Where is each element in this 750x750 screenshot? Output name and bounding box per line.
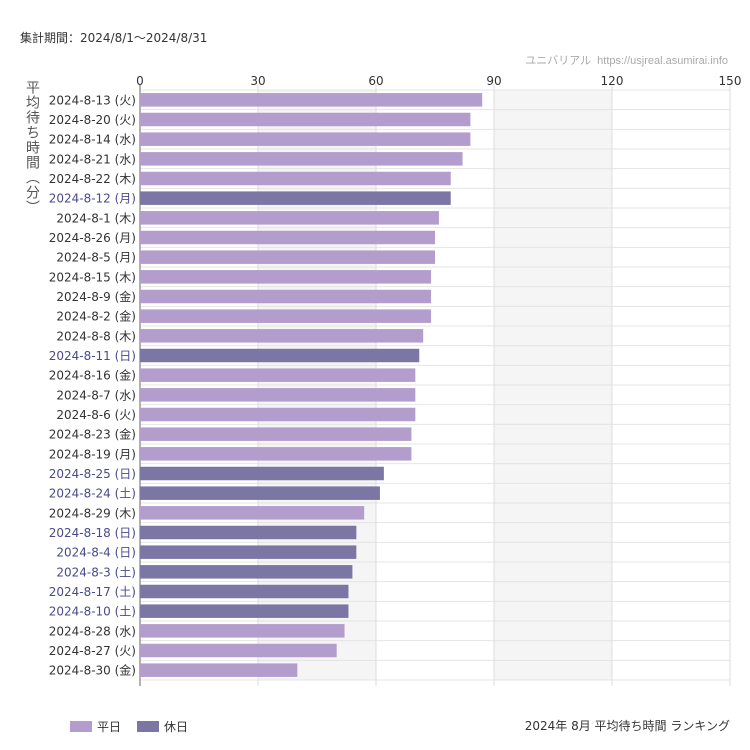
site-credit: ユニバリアル https://usjreal.asumirai.info xyxy=(525,52,728,68)
bar xyxy=(140,368,416,382)
y-tick-label: 2024-8-6 (火) xyxy=(56,408,136,422)
y-tick-label: 2024-8-21 (水) xyxy=(49,152,136,166)
y-tick-label: 2024-8-17 (土) xyxy=(49,585,136,599)
y-tick-label: 2024-8-18 (日) xyxy=(49,526,136,540)
y-tick-label: 2024-8-22 (木) xyxy=(49,172,136,186)
x-tick-label: 0 xyxy=(136,74,144,88)
legend-label-weekday: 平日 xyxy=(97,720,122,734)
bar xyxy=(140,132,471,146)
legend-label-holiday: 休日 xyxy=(164,720,189,734)
x-tick-label: 150 xyxy=(719,74,742,88)
x-tick-label: 60 xyxy=(368,74,383,88)
y-tick-label: 2024-8-25 (日) xyxy=(49,467,136,481)
bar xyxy=(140,604,349,618)
bar xyxy=(140,486,380,500)
y-tick-label: 2024-8-27 (火) xyxy=(49,644,136,658)
x-tick-label: 120 xyxy=(601,74,624,88)
bar xyxy=(140,250,435,264)
y-tick-label: 2024-8-24 (土) xyxy=(49,487,136,501)
bar xyxy=(140,466,384,481)
bar xyxy=(140,447,412,461)
site-name: ユニバリアル xyxy=(525,54,592,67)
bar xyxy=(140,545,357,559)
period-label: 集計期間：2024/8/1～2024/8/31 xyxy=(20,31,208,45)
bar xyxy=(140,663,298,677)
legend: 平日 休日 xyxy=(70,718,204,735)
y-tick-label: 2024-8-4 (日) xyxy=(56,546,136,560)
bar xyxy=(140,289,432,304)
bar xyxy=(140,230,435,245)
y-tick-label: 2024-8-14 (水) xyxy=(49,133,136,147)
y-tick-label: 2024-8-3 (土) xyxy=(56,565,136,579)
bar xyxy=(140,407,416,422)
legend-item-weekday: 平日 xyxy=(70,718,121,735)
bar xyxy=(140,643,337,658)
y-tick-label: 2024-8-9 (金) xyxy=(56,289,136,304)
y-tick-label: 2024-8-10 (土) xyxy=(49,605,136,619)
bar xyxy=(140,329,424,343)
bar xyxy=(140,565,353,579)
bar xyxy=(140,191,451,205)
bar xyxy=(140,112,471,127)
bar xyxy=(140,506,365,520)
site-url: https://usjreal.asumirai.info xyxy=(597,55,728,67)
y-tick-label: 2024-8-19 (月) xyxy=(49,447,136,461)
legend-swatch-weekday xyxy=(70,721,92,732)
bar xyxy=(140,624,345,638)
y-tick-label: 2024-8-26 (月) xyxy=(49,231,136,245)
x-tick-label: 90 xyxy=(486,74,501,88)
bar xyxy=(140,270,432,284)
x-tick-label: 30 xyxy=(250,74,265,88)
y-tick-label: 2024-8-11 (日) xyxy=(49,349,136,363)
y-tick-label: 2024-8-16 (金) xyxy=(49,368,136,383)
y-tick-label: 2024-8-5 (月) xyxy=(56,251,136,265)
y-tick-label: 2024-8-30 (金) xyxy=(49,663,136,678)
y-tick-label: 2024-8-13 (火) xyxy=(49,93,136,107)
y-tick-label: 2024-8-15 (木) xyxy=(49,270,136,284)
bar xyxy=(140,427,412,441)
y-tick-label: 2024-8-20 (火) xyxy=(49,113,136,127)
legend-swatch-holiday xyxy=(137,721,160,732)
y-tick-label: 2024-8-23 (金) xyxy=(49,427,136,442)
y-tick-label: 2024-8-8 (木) xyxy=(56,329,136,343)
y-tick-label: 2024-8-2 (金) xyxy=(56,309,136,324)
bar xyxy=(140,211,439,225)
y-tick-label: 2024-8-29 (木) xyxy=(49,506,136,520)
bar xyxy=(140,348,420,363)
y-tick-label: 2024-8-28 (水) xyxy=(49,624,136,638)
bar xyxy=(140,525,357,540)
bar xyxy=(140,309,432,323)
bar xyxy=(140,152,463,166)
legend-item-holiday: 休日 xyxy=(137,718,188,735)
y-tick-label: 2024-8-12 (月) xyxy=(49,192,136,206)
chart-footer-title: 2024年 8月 平均待ち時間 ランキング xyxy=(524,719,730,733)
y-tick-label: 2024-8-1 (木) xyxy=(56,211,136,225)
bar xyxy=(140,93,483,107)
y-axis-label: 平均待ち時間（分） xyxy=(24,80,40,215)
bar xyxy=(140,388,416,402)
y-tick-label: 2024-8-7 (水) xyxy=(56,388,136,402)
bar xyxy=(140,171,451,186)
bar xyxy=(140,584,349,599)
